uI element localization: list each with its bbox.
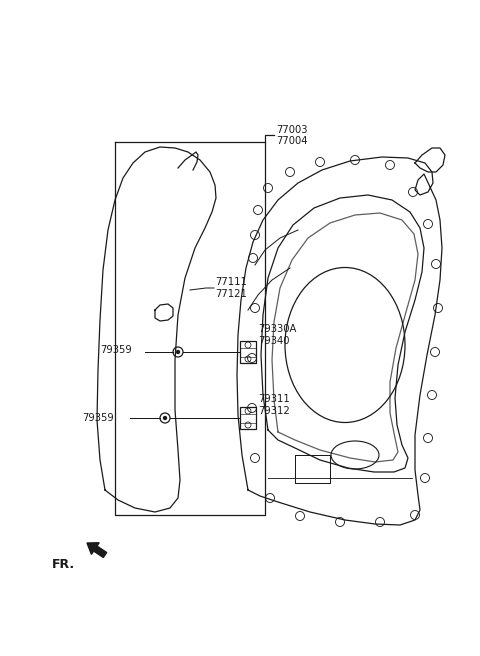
Bar bbox=[240, 407, 256, 429]
Text: 79359: 79359 bbox=[82, 413, 114, 423]
Text: 79311
79312: 79311 79312 bbox=[258, 394, 290, 416]
Text: 79359: 79359 bbox=[100, 345, 132, 355]
Circle shape bbox=[164, 417, 167, 419]
FancyArrow shape bbox=[87, 543, 107, 558]
Text: 77003
77004: 77003 77004 bbox=[276, 125, 308, 146]
Text: FR.: FR. bbox=[52, 558, 75, 571]
Text: 77111
77121: 77111 77121 bbox=[215, 277, 247, 298]
Bar bbox=[240, 341, 256, 363]
Circle shape bbox=[177, 350, 180, 354]
Text: 79330A
79340: 79330A 79340 bbox=[258, 325, 296, 346]
